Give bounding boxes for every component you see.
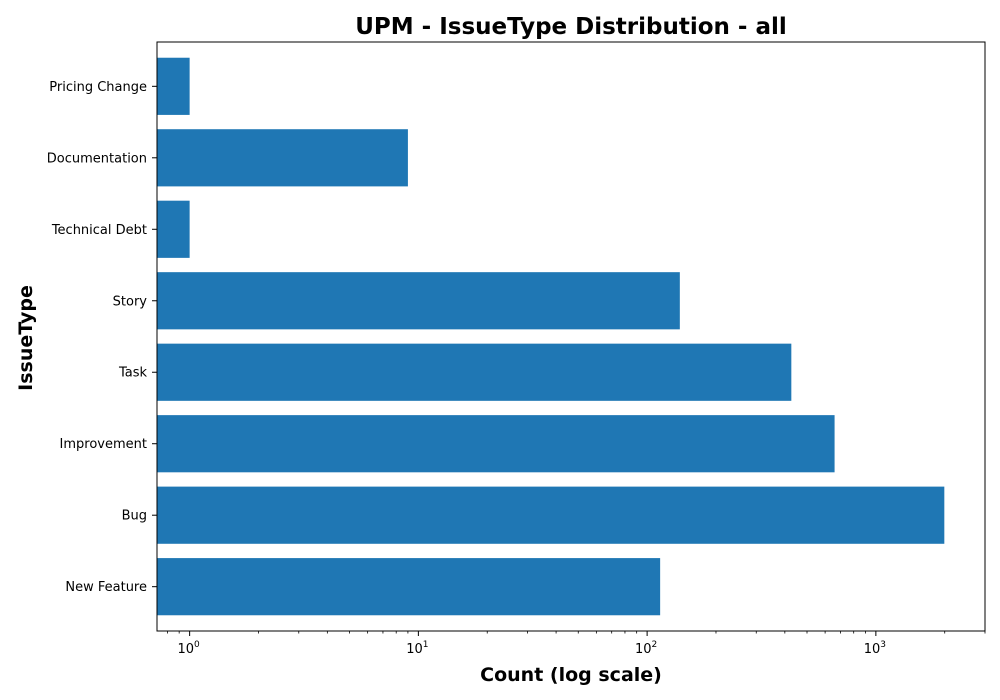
x-tick-label-exponent: 1 <box>423 640 429 650</box>
x-tick-label-exponent: 3 <box>880 640 886 650</box>
y-tick-label-story: Story <box>113 294 148 309</box>
plot-frame <box>156 41 986 632</box>
bar-new-feature <box>157 558 661 616</box>
bar-bug <box>157 486 945 544</box>
bar-documentation <box>157 129 408 187</box>
x-tick-label-exponent: 0 <box>194 640 200 650</box>
chart-title: UPM - IssueType Distribution - all <box>355 14 787 40</box>
x-tick-label-exponent: 2 <box>652 640 658 650</box>
x-tick-label-base: 10 <box>864 642 881 657</box>
y-axis-label: IssueType <box>15 285 37 391</box>
bar-technical-debt <box>157 200 190 258</box>
bar-improvement <box>157 415 835 473</box>
bar-pricing-change <box>157 57 190 115</box>
y-tick-label-bug: Bug <box>122 509 147 524</box>
bar-task <box>157 343 792 401</box>
y-tick-label-technical-debt: Technical Debt <box>51 223 147 238</box>
x-axis-label: Count (log scale) <box>480 664 662 686</box>
y-tick-label-task: Task <box>118 366 148 381</box>
y-tick-label-documentation: Documentation <box>47 151 147 166</box>
x-tick-label-base: 10 <box>177 642 194 657</box>
x-tick-label: 102 <box>635 640 657 657</box>
y-tick-label-improvement: Improvement <box>60 437 147 452</box>
x-tick-label: 101 <box>406 640 428 657</box>
bar-story <box>157 272 680 330</box>
x-tick-label: 103 <box>864 640 886 657</box>
x-tick-label-base: 10 <box>635 642 652 657</box>
plot-area: New Feature Bug Improvement Task Story Techni… <box>47 41 986 657</box>
x-tick-label: 100 <box>177 640 200 657</box>
x-tick-label-base: 10 <box>406 642 423 657</box>
y-tick-label-new-feature: New Feature <box>65 580 147 595</box>
y-tick-label-pricing-change: Pricing Change <box>49 80 147 95</box>
